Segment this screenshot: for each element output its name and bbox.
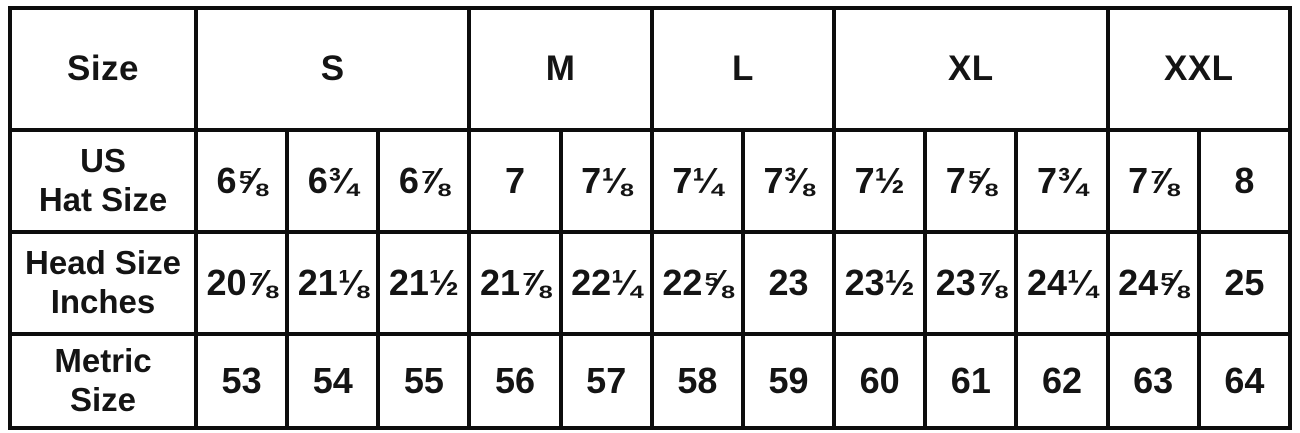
table-cell: 59	[740, 332, 837, 430]
table-row-metric-size: Metric Size 53 54 55 56 57 58 59 60 61 6…	[8, 332, 1293, 430]
table-cell: 24¼	[1014, 230, 1110, 336]
size-group-header-l: L	[649, 6, 837, 132]
table-cell: 7½	[832, 128, 928, 234]
table-row-head-size-inches: Head Size Inches 20⅞ 21⅛ 21½ 21⅞ 22¼ 22⅝…	[8, 230, 1293, 336]
table-cell: 58	[649, 332, 745, 430]
size-group-header-xxl: XXL	[1105, 6, 1293, 132]
table-cell: 64	[1196, 332, 1293, 430]
table-cell: 20⅞	[193, 230, 290, 336]
table-cell: 23	[740, 230, 837, 336]
table-cell: 7⅛	[558, 128, 654, 234]
table-cell: 21½	[376, 230, 472, 336]
table-cell: 24⅝	[1105, 230, 1201, 336]
table-cell: 63	[1105, 332, 1201, 430]
table-cell: 62	[1014, 332, 1110, 430]
table-cell: 55	[376, 332, 472, 430]
size-group-header-m: M	[467, 6, 654, 132]
table-cell: 21⅞	[467, 230, 563, 336]
size-group-header-xl: XL	[832, 6, 1110, 132]
table-row-size-groups: Size S M L XL XXL	[8, 6, 1293, 132]
table-row-us-hat-size: US Hat Size 6⅝ 6¾ 6⅞ 7 7⅛ 7¼ 7⅜ 7½ 7⅝ 7¾…	[8, 128, 1293, 234]
table-cell: 23⅞	[923, 230, 1019, 336]
table-cell: 57	[558, 332, 654, 430]
table-cell: 7⅜	[740, 128, 837, 234]
table-cell: 7⅞	[1105, 128, 1201, 234]
table-cell: 7¾	[1014, 128, 1110, 234]
table-cell: 8	[1196, 128, 1293, 234]
table-cell: 21⅛	[285, 230, 381, 336]
table-cell: 54	[285, 332, 381, 430]
size-group-header-s: S	[193, 6, 472, 132]
table-cell: 6¾	[285, 128, 381, 234]
table-cell: 61	[923, 332, 1019, 430]
table-cell: 6⅝	[193, 128, 290, 234]
table-cell: 60	[832, 332, 928, 430]
table-cell: 22¼	[558, 230, 654, 336]
row-label-head-size-inches: Head Size Inches	[8, 230, 198, 336]
table-cell: 25	[1196, 230, 1293, 336]
table-cell: 22⅝	[649, 230, 745, 336]
corner-header-size: Size	[8, 6, 198, 132]
table-cell: 7¼	[649, 128, 745, 234]
row-label-metric-size: Metric Size	[8, 332, 198, 430]
table-cell: 23½	[832, 230, 928, 336]
table-cell: 7⅝	[923, 128, 1019, 234]
row-label-us-hat-size: US Hat Size	[8, 128, 198, 234]
table-cell: 53	[193, 332, 290, 430]
table-cell: 7	[467, 128, 563, 234]
table-cell: 6⅞	[376, 128, 472, 234]
table-cell: 56	[467, 332, 563, 430]
size-chart-table: Size S M L XL XXL US Hat Size 6⅝ 6¾ 6⅞ 7…	[8, 6, 1293, 430]
